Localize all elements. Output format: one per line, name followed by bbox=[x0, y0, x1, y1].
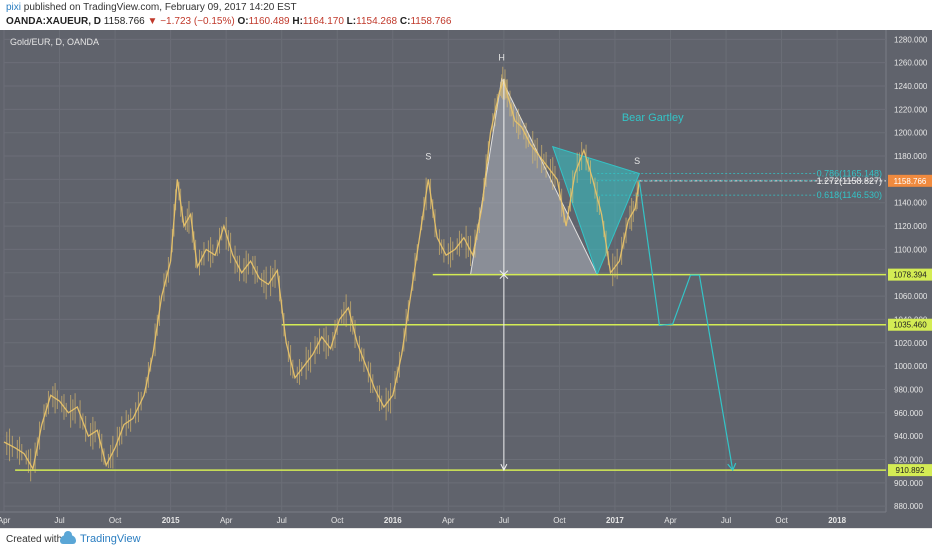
open-label: O: bbox=[237, 16, 249, 27]
x-tick-label: Jul bbox=[54, 516, 64, 525]
x-tick-label: Oct bbox=[775, 516, 788, 525]
current-price-label: 1158.766 bbox=[894, 177, 927, 186]
change-value: −1.723 (−0.15%) bbox=[160, 16, 235, 27]
y-tick-label: 1120.000 bbox=[894, 222, 927, 231]
neckline-cross bbox=[499, 270, 509, 279]
publish-header: pixi published on TradingView.com, Febru… bbox=[0, 0, 932, 30]
chart-background bbox=[0, 30, 932, 528]
x-tick-label: 2015 bbox=[162, 516, 180, 525]
left-shoulder-label: S bbox=[425, 152, 431, 162]
high-value: 1164.170 bbox=[302, 16, 344, 27]
y-tick-label: 960.000 bbox=[894, 409, 923, 418]
low-label: L: bbox=[346, 16, 357, 27]
x-tick-label: Jul bbox=[277, 516, 287, 525]
price-series-line bbox=[3, 78, 641, 471]
quote-line: OANDA:XAUEUR, D 1158.766 ▼ −1.723 (−0.15… bbox=[6, 16, 451, 27]
fib-level-label: 0.786(1165.148) bbox=[817, 168, 882, 178]
y-tick-label: 940.000 bbox=[894, 432, 923, 441]
change-arrow: ▼ bbox=[147, 16, 158, 27]
published-text: published on TradingView.com, February 0… bbox=[23, 2, 297, 13]
symbol-label: OANDA:XAUEUR, D bbox=[6, 16, 101, 27]
fib-level-label: 0.618(1146.530) bbox=[817, 190, 882, 200]
current-price-tag bbox=[888, 174, 932, 187]
x-tick-label: Oct bbox=[553, 516, 566, 525]
chart-title: Gold/EUR, D, OANDA bbox=[10, 37, 99, 47]
close-value: 1158.766 bbox=[410, 16, 452, 27]
y-tick-label: 1240.000 bbox=[894, 82, 928, 91]
tradingview-brand[interactable]: TradingView bbox=[60, 530, 141, 545]
x-tick-label: 2016 bbox=[384, 516, 402, 525]
x-tick-label: Jul bbox=[499, 516, 509, 525]
author-link[interactable]: pixi bbox=[6, 2, 22, 13]
level-price-tag bbox=[888, 464, 932, 477]
y-tick-label: 1000.000 bbox=[894, 362, 928, 371]
level-price-label: 1078.394 bbox=[893, 271, 927, 280]
y-tick-label: 1220.000 bbox=[894, 105, 928, 114]
head-label: H bbox=[498, 52, 505, 62]
x-tick-label: Oct bbox=[331, 516, 344, 525]
last-price: 1158.766 bbox=[103, 16, 145, 27]
level-price-tag bbox=[888, 268, 932, 281]
y-tick-label: 920.000 bbox=[894, 455, 923, 464]
y-tick-label: 1260.000 bbox=[894, 59, 928, 68]
y-tick-label: 900.000 bbox=[894, 479, 923, 488]
level-price-tag bbox=[888, 318, 932, 331]
y-tick-label: 1020.000 bbox=[894, 339, 928, 348]
y-tick-label: 1140.000 bbox=[894, 199, 927, 208]
x-tick-label: Apr bbox=[442, 516, 455, 525]
x-tick-label: Jul bbox=[721, 516, 731, 525]
y-tick-label: 980.000 bbox=[894, 385, 923, 394]
tradingview-cloud-icon bbox=[60, 530, 76, 544]
x-tick-label: Oct bbox=[109, 516, 122, 525]
y-tick-label: 1100.000 bbox=[894, 245, 927, 254]
price-chart[interactable]: 880.000 900.000 920.000 940.000 960.000 980.0… bbox=[0, 30, 932, 528]
y-tick-label: 880.000 bbox=[894, 502, 923, 511]
publish-line: pixi published on TradingView.com, Febru… bbox=[6, 2, 297, 13]
y-tick-label: 1200.000 bbox=[894, 129, 928, 138]
projection-arrow-head bbox=[727, 462, 737, 472]
x-tick-label: Apr bbox=[0, 516, 11, 525]
level-price-label: 1035.460 bbox=[893, 321, 927, 330]
y-tick-label: 1060.000 bbox=[894, 292, 928, 301]
projection-path bbox=[638, 181, 734, 471]
pattern-name-label: Bear Gartley bbox=[622, 112, 684, 124]
high-label: H: bbox=[292, 16, 303, 27]
low-value: 1154.268 bbox=[356, 16, 398, 27]
y-tick-label: 1180.000 bbox=[894, 152, 927, 161]
right-shoulder-label: S bbox=[634, 156, 640, 166]
x-tick-label: Apr bbox=[664, 516, 677, 525]
y-tick-label: 1280.000 bbox=[894, 35, 928, 44]
x-tick-label: 2017 bbox=[606, 516, 624, 525]
x-tick-label: Apr bbox=[220, 516, 233, 525]
created-with-text: Created with bbox=[6, 534, 63, 545]
fib-level-label: 1.272(1158.827) bbox=[817, 176, 882, 186]
measure-arrow-head bbox=[500, 463, 508, 472]
x-tick-label: 2018 bbox=[828, 516, 846, 525]
footer: Created with TradingView bbox=[0, 528, 932, 551]
open-value: 1160.489 bbox=[248, 16, 290, 27]
level-price-label: 910.892 bbox=[896, 466, 925, 475]
close-label: C: bbox=[399, 16, 411, 27]
brand-name: TradingView bbox=[80, 533, 141, 545]
